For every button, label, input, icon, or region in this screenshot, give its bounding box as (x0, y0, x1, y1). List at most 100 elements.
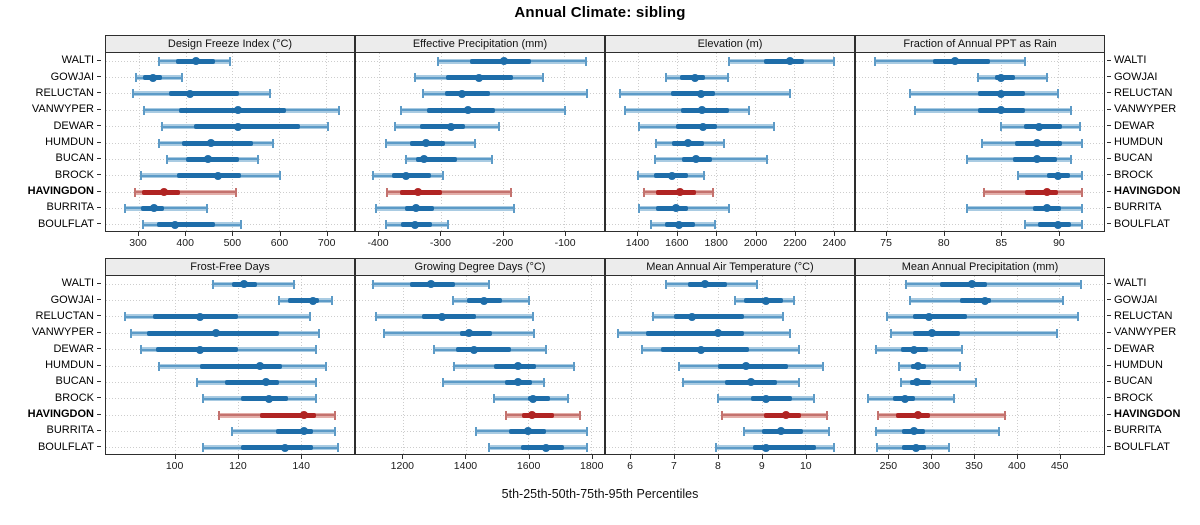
x-tick (440, 232, 442, 236)
strip-label-fraction-ppt-as-rain: Fraction of Annual PPT as Rain (903, 38, 1057, 50)
range-line-5-95 (443, 381, 545, 384)
gridline-h (356, 224, 604, 226)
iqr-band-25-75 (445, 91, 490, 97)
y-label-havingdon: HAVINGDON (27, 185, 94, 198)
panel-strip-mean-annual-air-temperature: Mean Annual Air Temperature (°C) (605, 258, 855, 275)
gridline-h (606, 430, 854, 432)
range-line-5-95 (124, 207, 207, 210)
x-tick-label: 1400 (625, 237, 650, 249)
median-dot (668, 171, 677, 180)
whisker-cap (874, 56, 877, 66)
gridline-h (106, 300, 354, 302)
range-line-5-95 (899, 365, 961, 367)
y-tick (1107, 59, 1111, 61)
x-tick (931, 455, 933, 459)
iqr-band-25-75 (178, 107, 286, 113)
gridline-h (856, 175, 1104, 177)
median-dot (414, 188, 423, 197)
whisker-cap (196, 377, 199, 387)
whisker-cap (405, 154, 408, 164)
gridline-v (502, 53, 504, 231)
whisker-cap (637, 203, 640, 213)
median-dot (683, 139, 692, 147)
x-tick (502, 232, 504, 236)
median-dot (192, 57, 201, 66)
gridline-h (106, 77, 354, 79)
x-tick (1058, 232, 1060, 236)
y-label-bucan: BUCAN (1114, 375, 1153, 388)
whisker-cap (240, 220, 243, 230)
whisker-cap (432, 345, 435, 355)
whisker-cap (123, 312, 126, 322)
gridline-v (564, 53, 566, 231)
whisker-cap (271, 138, 274, 148)
whisker-cap (900, 377, 902, 387)
y-label-humdun: HUMDUN (45, 136, 94, 148)
strip-label-elevation: Elevation (m) (697, 38, 763, 50)
x-tick-label: 75 (880, 237, 892, 249)
whisker-cap (959, 361, 962, 371)
whisker-cap (1056, 328, 1059, 338)
median-dot (233, 106, 242, 115)
median-dot (410, 220, 419, 229)
whisker-cap (293, 279, 296, 289)
whisker-cap (371, 279, 374, 289)
y-label-humdun: HUMDUN (45, 359, 94, 371)
iqr-band-25-75 (1037, 222, 1071, 228)
whisker-cap (726, 73, 729, 83)
y-tick (1107, 299, 1111, 301)
iqr-band-25-75 (420, 124, 465, 130)
median-dot (204, 155, 213, 164)
panel-elevation (605, 52, 855, 232)
y-label-dewar: DEWAR (53, 342, 94, 355)
gridline-h (856, 349, 1104, 351)
gridline-h (356, 447, 604, 449)
iqr-band-25-75 (288, 298, 320, 304)
x-tick (943, 232, 945, 236)
y-label-vanwyper: VANWYPER (31, 103, 94, 116)
gridline-h (106, 430, 354, 432)
panel-design-freeze-index (105, 52, 355, 232)
median-dot (528, 394, 537, 403)
y-tick (1107, 397, 1111, 399)
whisker-cap (637, 122, 640, 132)
whisker-cap (1080, 279, 1083, 289)
iqr-band-25-75 (186, 156, 240, 162)
whisker-cap (636, 171, 639, 181)
y-label-brock: BROCK (54, 168, 94, 181)
x-axis-effective-precipitation: -400 -300 -200 -100 (355, 232, 605, 252)
x-tick (402, 455, 404, 459)
panel-growing-degree-days (355, 275, 605, 455)
iqr-band-25-75 (427, 107, 495, 113)
whisker-cap (1069, 154, 1072, 164)
gridline-v (1016, 276, 1018, 454)
whisker-cap (143, 105, 146, 115)
iqr-band-25-75 (895, 412, 930, 418)
panel-effective-precipitation (355, 52, 605, 232)
gridline-h (606, 224, 854, 226)
whisker-cap (487, 279, 490, 289)
x-tick-label: 120 (229, 460, 247, 472)
y-tick (97, 76, 101, 78)
whisker-cap (619, 89, 622, 99)
y-tick (1107, 92, 1111, 94)
y-label-walti: WALTI (61, 54, 94, 67)
gridline-v (630, 276, 632, 454)
whisker-cap (230, 426, 233, 436)
median-dot (761, 296, 770, 305)
iqr-band-25-75 (670, 91, 716, 97)
whisker-cap (512, 203, 515, 213)
whisker-cap (229, 56, 232, 66)
median-dot (697, 89, 706, 98)
x-tick-label: 1600 (665, 237, 689, 249)
whisker-cap (977, 73, 980, 83)
panel-fraction-ppt-as-rain (855, 52, 1105, 232)
strip-label-mean-annual-air-temperature: Mean Annual Air Temperature (°C) (646, 261, 814, 273)
x-tick-label: 90 (1053, 237, 1065, 249)
iqr-band-25-75 (752, 445, 817, 451)
gridline-v (833, 53, 835, 231)
x-tick-label: 400 (176, 237, 194, 249)
median-dot (761, 394, 770, 403)
whisker-cap (564, 105, 567, 115)
range-line-5-95 (875, 430, 999, 433)
